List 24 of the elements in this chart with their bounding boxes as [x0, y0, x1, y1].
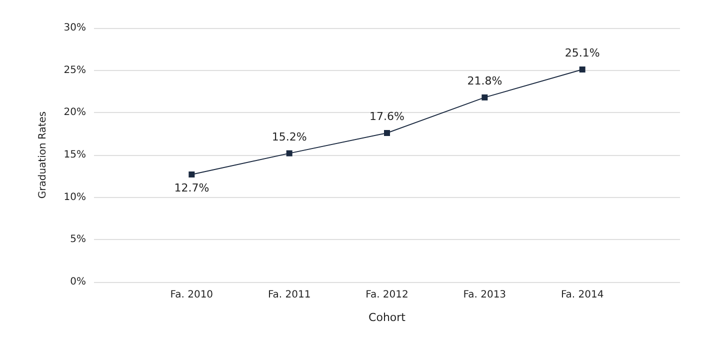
- y-tick-label: 10%: [64, 192, 86, 203]
- x-tick-label: Fa. 2013: [463, 290, 506, 300]
- data-label: 12.7%: [174, 181, 210, 194]
- x-tick-label: Fa. 2012: [366, 290, 408, 300]
- x-axis-title: Cohort: [368, 311, 406, 324]
- x-tick-label: Fa. 2014: [560, 290, 604, 300]
- data-label: 25.1%: [564, 46, 600, 60]
- data-label: 15.2%: [272, 130, 307, 144]
- point: [482, 94, 488, 100]
- x-tick-label: Fa. 2010: [170, 290, 214, 300]
- y-tick-label: 5%: [70, 234, 86, 246]
- y-tick-label: 15%: [64, 150, 86, 160]
- x-tick-label: Fa. 2011: [268, 290, 311, 300]
- y-tick-label: 0%: [70, 276, 86, 288]
- data-label: 17.6%: [370, 110, 404, 123]
- y-tick-label: 20%: [64, 107, 86, 118]
- point: [286, 150, 292, 156]
- y-axis-title: Graduation Rates: [38, 111, 48, 199]
- point: [384, 130, 390, 136]
- point: [579, 66, 586, 72]
- point: [188, 171, 195, 178]
- y-tick-label: 30%: [64, 22, 86, 34]
- y-tick-label: 25%: [64, 64, 86, 76]
- data-label: 21.8%: [467, 74, 502, 88]
